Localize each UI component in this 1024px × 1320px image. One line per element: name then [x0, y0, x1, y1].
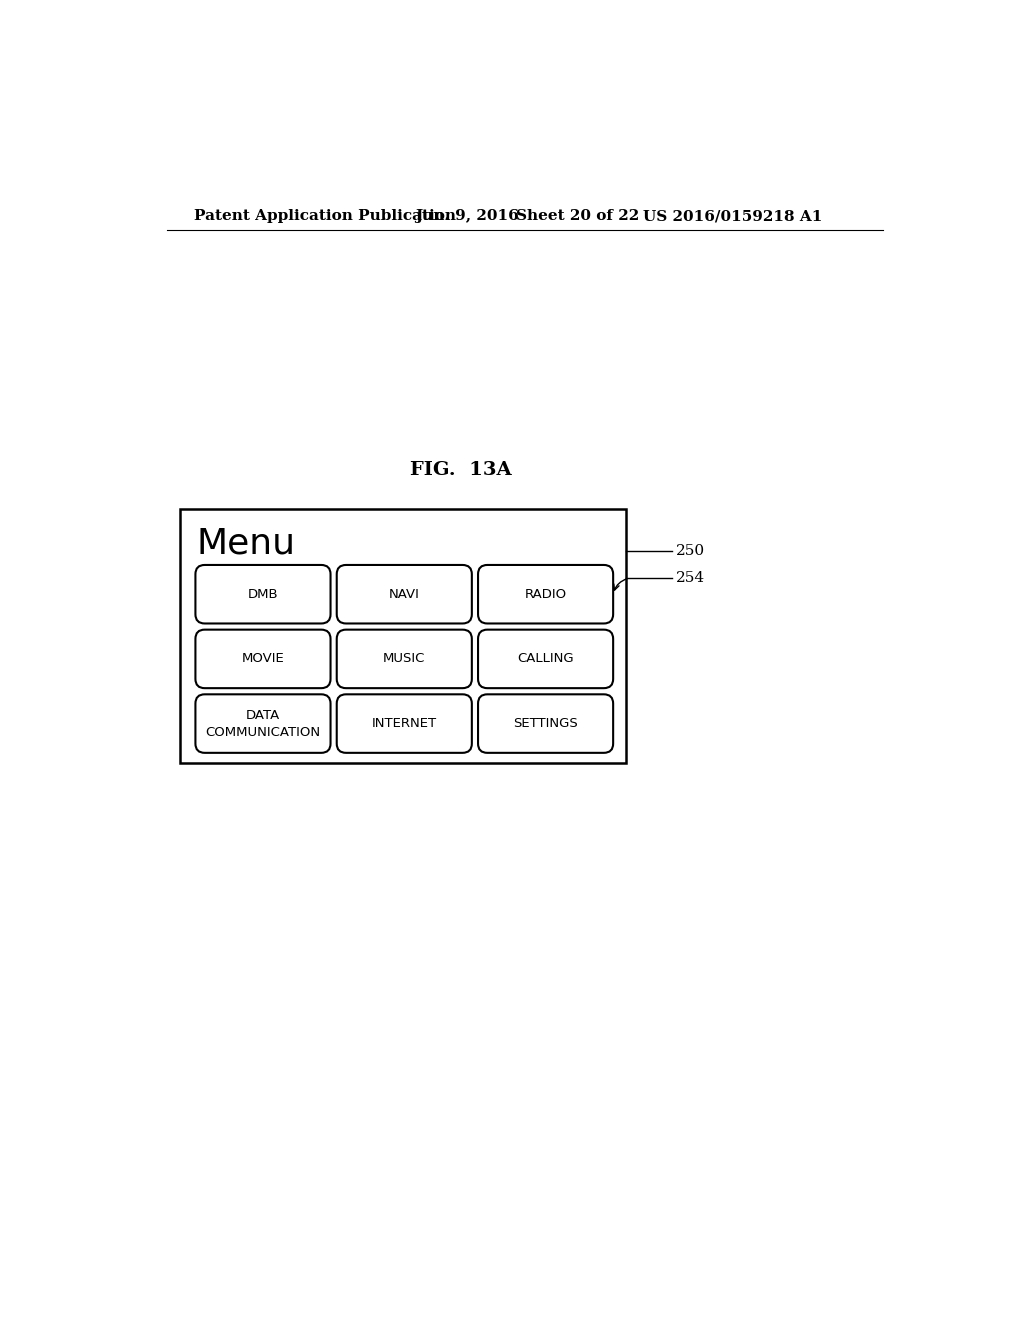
Text: MUSIC: MUSIC [383, 652, 426, 665]
Text: RADIO: RADIO [524, 587, 566, 601]
FancyBboxPatch shape [478, 565, 613, 623]
Text: Jun. 9, 2016: Jun. 9, 2016 [415, 209, 518, 223]
FancyBboxPatch shape [337, 630, 472, 688]
FancyBboxPatch shape [196, 694, 331, 752]
FancyBboxPatch shape [337, 565, 472, 623]
Text: DMB: DMB [248, 587, 279, 601]
Text: NAVI: NAVI [389, 587, 420, 601]
Text: SETTINGS: SETTINGS [513, 717, 578, 730]
Text: Patent Application Publication: Patent Application Publication [194, 209, 456, 223]
FancyBboxPatch shape [478, 694, 613, 752]
Bar [180, 508, 626, 763]
Text: 250: 250 [676, 544, 706, 558]
Text: Sheet 20 of 22: Sheet 20 of 22 [515, 209, 639, 223]
FancyBboxPatch shape [337, 694, 472, 752]
Text: MOVIE: MOVIE [242, 652, 285, 665]
Text: FIG.  13A: FIG. 13A [411, 461, 512, 479]
FancyBboxPatch shape [196, 565, 331, 623]
FancyBboxPatch shape [196, 630, 331, 688]
Text: DATA
COMMUNICATION: DATA COMMUNICATION [206, 709, 321, 739]
Text: 254: 254 [676, 572, 706, 585]
FancyBboxPatch shape [478, 630, 613, 688]
Text: US 2016/0159218 A1: US 2016/0159218 A1 [643, 209, 822, 223]
Text: CALLING: CALLING [517, 652, 573, 665]
Text: Menu: Menu [197, 527, 296, 561]
Text: INTERNET: INTERNET [372, 717, 437, 730]
